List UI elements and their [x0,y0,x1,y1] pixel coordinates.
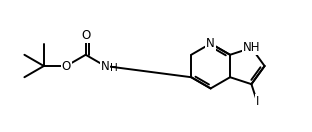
Text: NH: NH [243,41,260,54]
Text: O: O [62,60,71,72]
Text: I: I [256,95,259,108]
Text: H: H [110,63,118,73]
Text: N: N [101,60,110,72]
Text: O: O [81,29,90,42]
Text: N: N [206,37,215,50]
